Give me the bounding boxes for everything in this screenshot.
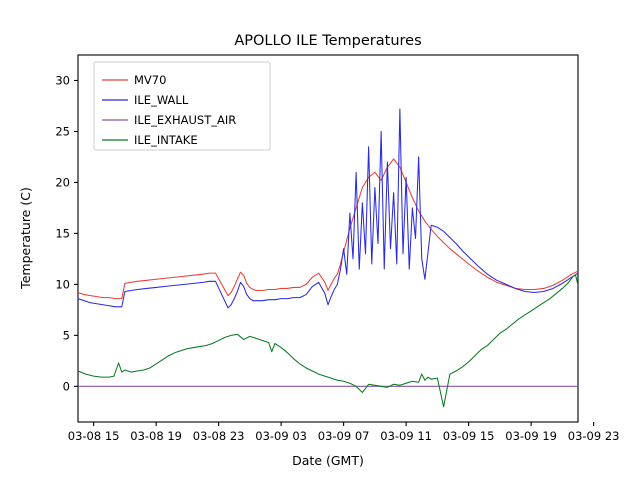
x-tick-label: 03-09 23	[568, 429, 620, 443]
series-line-ile_intake	[78, 274, 578, 408]
plot-frame	[77, 54, 579, 423]
x-axis-ticks: 03-08 15 03-08 19 03-08 23 03-09 03 03-09 07…	[68, 422, 620, 443]
series-line-ile_wall	[78, 108, 578, 309]
chart-legend[interactable]: MV70 ILE_WALL ILE_EXHAUST_AIR ILE_INTAKE	[93, 61, 271, 151]
y-tick-label: 30	[55, 73, 70, 87]
legend-background	[93, 61, 271, 151]
page-title: APOLLO ILE Temperatures	[234, 33, 421, 49]
y-tick-label: 5	[63, 328, 70, 342]
x-tick-label: 03-09 03	[255, 429, 307, 443]
y-axis-label: Temperature (C)	[18, 187, 33, 290]
y-tick-label: 20	[55, 175, 70, 189]
x-tick-label: 03-08 15	[68, 429, 120, 443]
legend-label-ile_intake: ILE_INTAKE	[134, 133, 198, 147]
y-tick-label: 10	[55, 277, 70, 291]
x-tick-label: 03-09 07	[318, 429, 370, 443]
legend-label-ile_exhaust_air: ILE_EXHAUST_AIR	[134, 113, 236, 127]
y-tick-label: 0	[63, 379, 70, 393]
y-tick-label: 15	[55, 226, 70, 240]
x-tick-label: 03-09 11	[380, 429, 432, 443]
x-tick-label: 03-08 19	[130, 429, 182, 443]
y-axis-ticks: 0 5 10 15 20 25 30	[55, 73, 78, 393]
x-tick-label: 03-09 19	[505, 429, 557, 443]
x-tick-label: 03-08 23	[193, 429, 245, 443]
x-tick-label: 03-09 15	[443, 429, 495, 443]
y-tick-label: 25	[55, 124, 70, 138]
data-series-group	[78, 108, 578, 408]
series-line-mv70	[78, 158, 578, 300]
legend-label-mv70: MV70	[134, 73, 166, 87]
x-axis-label: Date (GMT)	[292, 453, 364, 468]
legend-label-ile_wall: ILE_WALL	[134, 93, 189, 107]
legend-entries: MV70 ILE_WALL ILE_EXHAUST_AIR ILE_INTAKE	[102, 73, 236, 147]
